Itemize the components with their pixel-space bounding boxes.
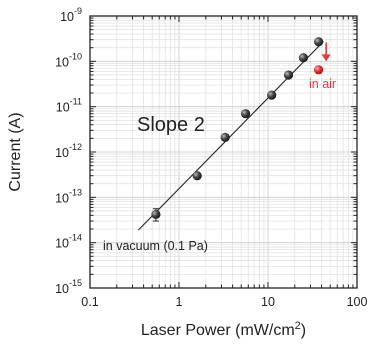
x-axis-title-text: Laser Power (mW/cm (141, 322, 295, 339)
y-tick-label: 10-12 (55, 142, 82, 160)
arrow-head (321, 54, 331, 62)
y-tick-label: 10-11 (56, 97, 82, 115)
vacuum-data-point (298, 53, 309, 63)
x-tick-labels: 0.1 1 10 100 (81, 295, 367, 309)
vacuum-data-point (313, 37, 324, 47)
vacuum-data-point (240, 109, 251, 119)
x-axis-title-close: ) (301, 322, 306, 339)
axis-ticks (89, 15, 358, 289)
y-tick-label-exponent: -14 (69, 233, 82, 243)
y-tick-label-base: 10 (55, 282, 69, 296)
y-tick-label-exponent: -13 (69, 187, 82, 197)
y-tick-label-base: 10 (55, 237, 69, 251)
x-axis-title: Laser Power (mW/cm2) (141, 320, 306, 339)
y-tick-label-base: 10 (56, 101, 70, 115)
air-annotation: in air (309, 77, 336, 91)
y-tick-label-exponent: -15 (69, 278, 82, 288)
vacuum-data-point (151, 209, 161, 220)
y-tick-label-exponent: -11 (70, 97, 82, 107)
y-tick-label: 10-13 (55, 187, 82, 205)
vacuum-annotation: in vacuum (0.1 Pa) (103, 239, 208, 253)
y-tick-label-base: 10 (60, 10, 74, 24)
x-tick-label: 1 (176, 295, 183, 309)
air-arrow (321, 42, 331, 62)
x-tick-label: 0.1 (81, 295, 98, 309)
grid-lines (90, 16, 357, 288)
y-tick-label: 10-9 (60, 6, 82, 24)
x-axis-title-superscript: 2 (295, 320, 301, 332)
y-tick-label-base: 10 (55, 146, 69, 160)
data-points-layer (151, 37, 324, 222)
vacuum-data-point (283, 70, 294, 80)
y-axis-title: Current (A) (7, 112, 24, 191)
y-tick-label: 10-10 (55, 51, 82, 69)
y-tick-label-exponent: -12 (69, 142, 82, 152)
air-data-point (313, 65, 324, 75)
x-tick-label: 100 (347, 295, 368, 309)
vacuum-data-point (220, 132, 230, 142)
x-tick-label: 10 (261, 295, 275, 309)
vacuum-data-point (267, 90, 277, 100)
y-tick-label-exponent: -9 (74, 6, 82, 16)
slope-annotation: Slope 2 (137, 114, 205, 136)
y-tick-label-base: 10 (55, 191, 69, 205)
y-tick-label: 10-15 (55, 278, 82, 296)
y-tick-label-base: 10 (55, 55, 69, 69)
y-tick-label-exponent: -10 (69, 51, 82, 61)
vacuum-data-point (192, 171, 202, 181)
y-tick-label: 10-14 (55, 233, 82, 251)
